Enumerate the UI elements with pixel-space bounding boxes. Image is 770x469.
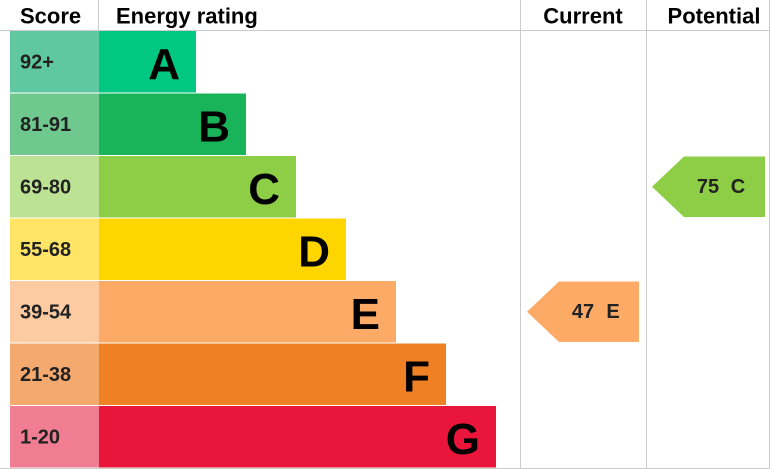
score-label: 92+: [20, 51, 54, 73]
potential-arrow: [652, 156, 765, 217]
rating-letter: G: [446, 415, 480, 464]
score-label: 39-54: [20, 301, 72, 323]
score-cell: [10, 406, 99, 468]
score-cell: [10, 281, 99, 343]
score-cell: [10, 93, 99, 155]
score-label: 69-80: [20, 176, 71, 198]
rating-bar: [99, 281, 396, 343]
potential-value: 75: [697, 176, 719, 198]
rating-bar: [99, 343, 446, 405]
potential-band: C: [731, 176, 745, 198]
header-score: Score: [20, 4, 81, 29]
header-current: Current: [543, 4, 623, 29]
current-arrow: [527, 281, 639, 342]
score-label: 55-68: [20, 239, 71, 261]
score-label: 21-38: [20, 364, 71, 386]
rating-letter: D: [298, 227, 330, 276]
rating-letter: F: [403, 352, 430, 401]
score-cell: [10, 343, 99, 405]
score-cell: [10, 156, 99, 218]
current-band: E: [606, 301, 619, 323]
score-label: 81-91: [20, 114, 71, 136]
score-cell: [10, 31, 99, 93]
current-value: 47: [572, 301, 594, 323]
score-label: 1-20: [20, 426, 60, 448]
header-potential: Potential: [668, 4, 761, 29]
rating-bar: [99, 406, 496, 468]
rating-bar: [99, 31, 196, 93]
rating-letter: C: [248, 165, 280, 214]
score-cell: [10, 218, 99, 280]
rating-letter: B: [198, 102, 230, 151]
header-rating: Energy rating: [116, 4, 258, 29]
rating-letter: E: [351, 290, 380, 339]
rating-bar: [99, 218, 346, 280]
rating-letter: A: [148, 40, 180, 89]
rating-bar: [99, 156, 296, 218]
rating-bar: [99, 93, 246, 155]
